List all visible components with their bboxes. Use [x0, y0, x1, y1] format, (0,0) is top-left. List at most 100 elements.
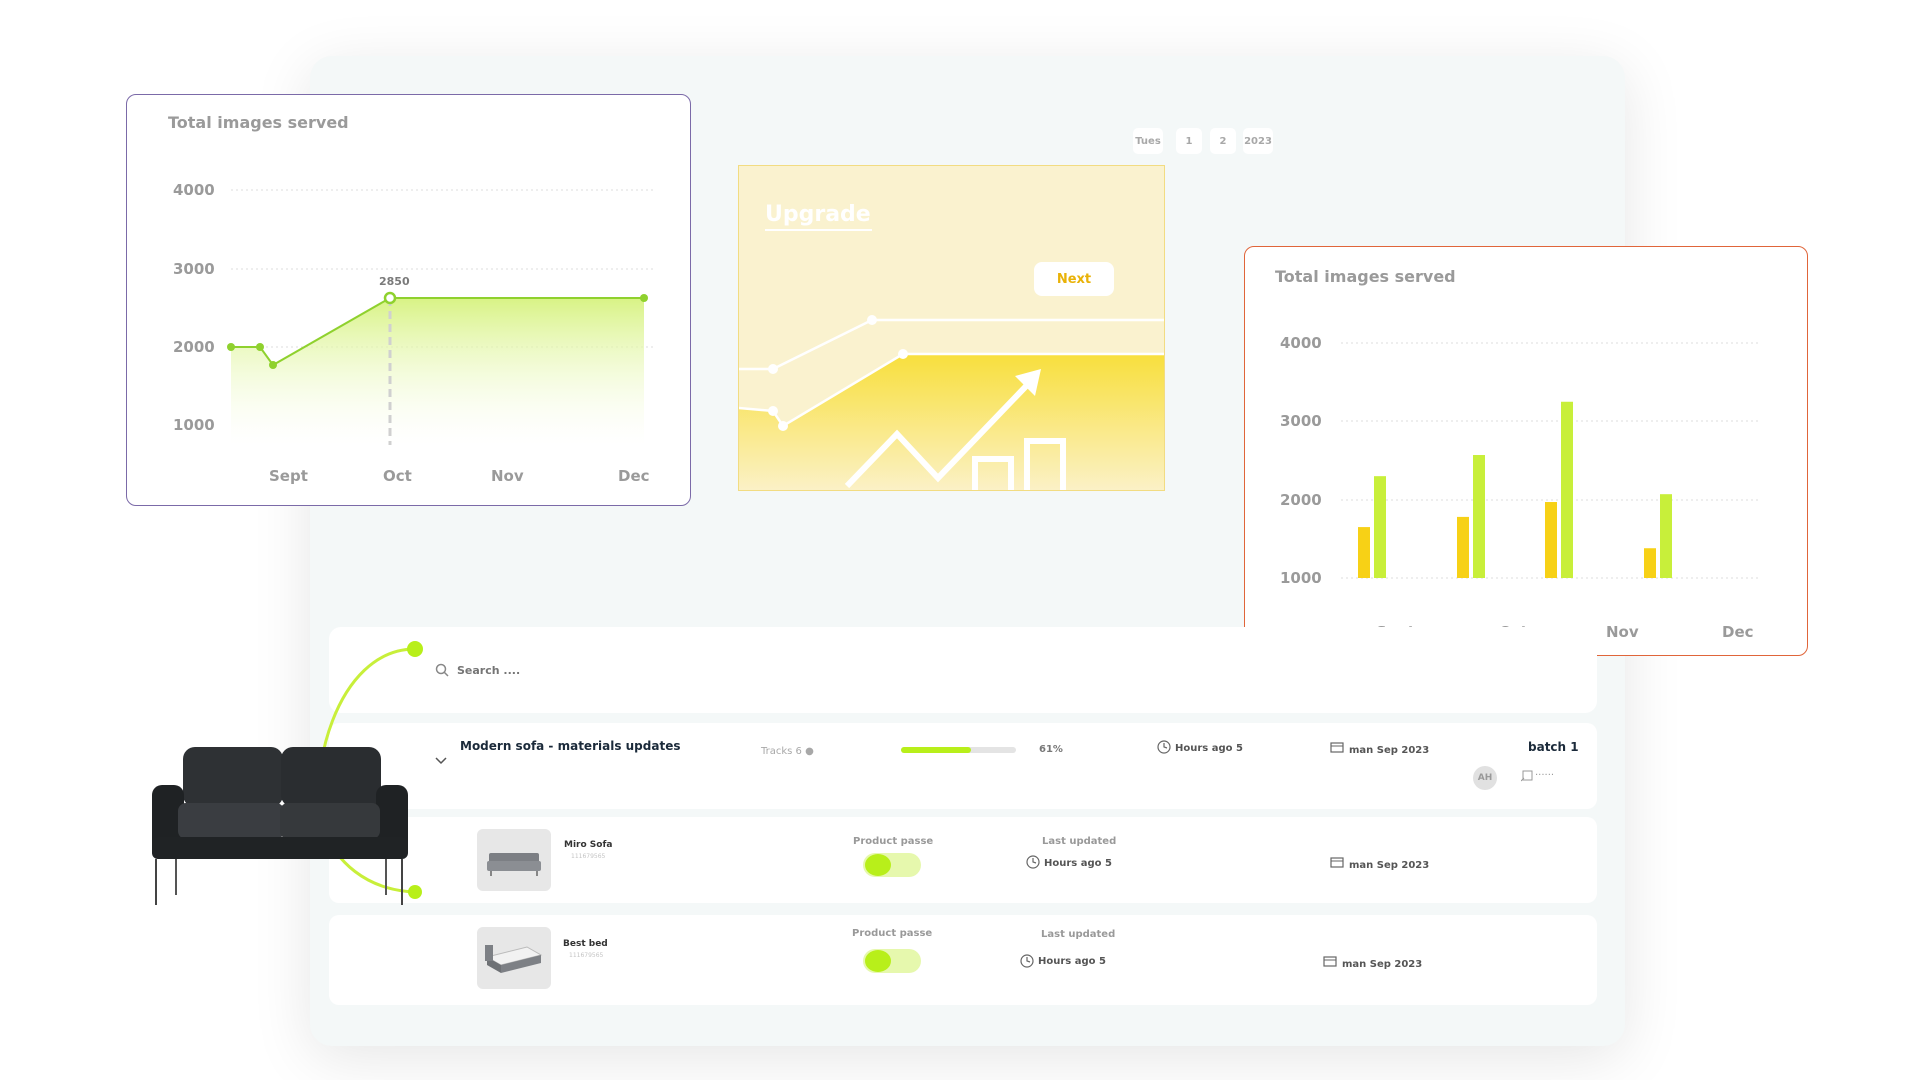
- bar-dec-series-1: [1644, 548, 1656, 578]
- toggle-knob: [865, 950, 891, 972]
- search-card: [329, 627, 1597, 713]
- comment-icon[interactable]: [1521, 770, 1533, 782]
- product-date: man Sep 2023: [1342, 959, 1423, 970]
- calendar-icon: [1330, 742, 1344, 753]
- upgrade-point: [867, 315, 877, 325]
- x-tick-sept: Sept: [269, 467, 308, 485]
- bar-dec-series-2: [1660, 494, 1672, 578]
- x-tick-dec: Dec: [1722, 623, 1754, 641]
- bar-sept-series-2: [1374, 476, 1386, 578]
- product-row[interactable]: Miro Sofa 111679565 Product passe Last u…: [329, 817, 1597, 903]
- y-tick-1000: 1000: [173, 416, 215, 434]
- product-date: man Sep 2023: [1349, 860, 1430, 871]
- date-chip-1[interactable]: 1: [1176, 128, 1202, 154]
- y-tick-2000: 2000: [173, 338, 215, 356]
- toggle-knob: [865, 854, 891, 876]
- line-chart-title: Total images served: [168, 113, 349, 132]
- bar-oct-series-2: [1473, 455, 1485, 578]
- product-passe-toggle[interactable]: [863, 853, 921, 877]
- bar-chart-svg: 4000 3000 2000 1000 Sept Oct Nov Dec: [1280, 334, 1761, 641]
- line-chart-svg: 4000 3000 2000 1000 2850 Sept Oct Nov De…: [173, 181, 655, 485]
- search-input[interactable]: [455, 659, 859, 681]
- next-button[interactable]: Next: [1034, 262, 1114, 296]
- upgrade-point: [768, 406, 778, 416]
- x-tick-dec: Dec: [618, 467, 650, 485]
- batch-row[interactable]: Modern sofa - materials updates Tracks 6…: [329, 723, 1597, 809]
- product-passe-toggle[interactable]: [863, 949, 921, 973]
- y-tick-1000: 1000: [1280, 569, 1322, 587]
- clock-icon: [1020, 954, 1034, 968]
- avatar[interactable]: AH: [1473, 766, 1497, 790]
- batch-date: man Sep 2023: [1349, 745, 1430, 756]
- bar-icon: [972, 456, 1014, 490]
- upgrade-illustration: [739, 315, 1164, 490]
- tracks-label: Tracks 6 ●: [761, 746, 814, 757]
- date-chip-year[interactable]: 2023: [1243, 128, 1273, 154]
- sofa-thumbnail-icon: [487, 853, 541, 876]
- growth-arrowhead-icon: [1015, 369, 1041, 396]
- product-name: Miro Sofa: [564, 840, 613, 850]
- y-tick-3000: 3000: [1280, 412, 1322, 430]
- highlight-label: 2850: [379, 275, 410, 288]
- upgrade-title: Upgrade: [765, 202, 872, 231]
- data-point: [640, 294, 648, 302]
- tracks-text: Tracks 6: [761, 746, 802, 757]
- data-point: [256, 343, 264, 351]
- chevron-down-icon[interactable]: [435, 757, 447, 765]
- product-thumbnail: [477, 829, 551, 891]
- date-chip-2[interactable]: 2: [1210, 128, 1236, 154]
- x-tick-oct: Oct: [383, 467, 412, 485]
- bar-chart-title: Total images served: [1275, 267, 1456, 286]
- product-passe-label: Product passe: [852, 928, 933, 939]
- y-tick-4000: 4000: [1280, 334, 1322, 352]
- data-point: [227, 343, 235, 351]
- y-tick-4000: 4000: [173, 181, 215, 199]
- bar-series-group: [1358, 401, 1672, 578]
- upgrade-point: [778, 421, 788, 431]
- search-icon[interactable]: [435, 663, 449, 677]
- connector-dot: [408, 885, 422, 899]
- clock-icon: [1026, 855, 1040, 869]
- sofa-image: [152, 747, 408, 905]
- y-tick-3000: 3000: [173, 260, 215, 278]
- date-chip-day[interactable]: Tues: [1133, 128, 1163, 154]
- growth-arrow-icon: [844, 379, 1033, 489]
- x-tick-nov: Nov: [491, 467, 524, 485]
- upgrade-area: [739, 354, 1164, 490]
- progress-percent: 61%: [1039, 744, 1063, 755]
- upgrade-card: Upgrade Next: [738, 165, 1165, 491]
- x-tick-nov: Nov: [1606, 623, 1639, 641]
- bar-sept-series-1: [1358, 527, 1370, 578]
- product-sku: 111679565: [571, 853, 606, 860]
- product-name: Best bed: [563, 939, 608, 949]
- bar-oct-series-1: [1457, 516, 1469, 578]
- calendar-icon: [1330, 857, 1344, 868]
- data-point: [269, 361, 277, 369]
- clock-icon: [1157, 740, 1171, 754]
- batch-time: Hours ago 5: [1175, 743, 1243, 754]
- product-passe-label: Product passe: [853, 836, 934, 847]
- bar-nov-series-1: [1545, 502, 1557, 578]
- progress-bar-fill: [901, 747, 972, 753]
- connector-dot: [407, 641, 423, 657]
- area-fill: [231, 298, 644, 445]
- calendar-icon: [1323, 956, 1337, 967]
- comment-text: ......: [1535, 767, 1555, 778]
- last-updated-label: Last updated: [1042, 836, 1117, 847]
- last-updated-label: Last updated: [1041, 929, 1116, 940]
- product-time: Hours ago 5: [1044, 858, 1112, 869]
- upgrade-line-top: [739, 318, 1164, 371]
- bar-icon: [1024, 438, 1066, 490]
- batch-label: batch 1: [1528, 740, 1579, 754]
- batch-title: Modern sofa - materials updates: [460, 739, 681, 753]
- product-sku: 111679565: [569, 952, 604, 959]
- upgrade-point: [898, 349, 908, 359]
- upgrade-point: [768, 364, 778, 374]
- product-row[interactable]: Best bed 111679565 Product passe Last up…: [329, 915, 1597, 1005]
- line-chart-card: Total images served 4000 3000 2000 1000 …: [126, 94, 691, 506]
- product-thumbnail: [477, 927, 551, 989]
- bed-thumbnail-icon: [485, 945, 543, 973]
- data-point-highlight: [383, 291, 397, 305]
- product-time: Hours ago 5: [1038, 956, 1106, 967]
- bar-chart-card: Total images served 4000 3000 2000 1000 …: [1244, 246, 1808, 656]
